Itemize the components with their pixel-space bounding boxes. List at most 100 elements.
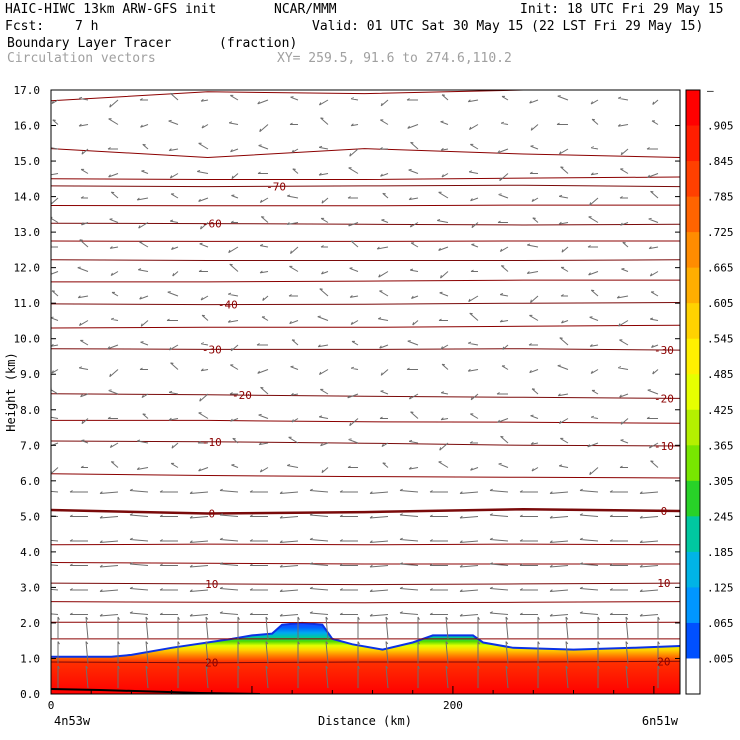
contour-label: 20: [205, 657, 218, 670]
colorbar-label: .245: [707, 510, 734, 523]
y-tick-label: 16.0: [14, 120, 41, 133]
model-name: HAIC-HIWC 13km ARW-GFS init: [5, 2, 217, 17]
forecast-label: Fcst:: [5, 19, 45, 34]
left-endpoint-label: 4n53w: [54, 714, 91, 728]
colorbar-label: .065: [707, 617, 734, 630]
contour-label: 0: [208, 507, 215, 520]
contour-lines: [51, 90, 680, 664]
temperature-contour: [51, 582, 680, 586]
colorbar-label: .905: [707, 120, 734, 133]
colorbar-swatch: [686, 516, 700, 553]
temperature-contour: [51, 302, 680, 306]
colorbar-label: .125: [707, 581, 734, 594]
theta-contour: [51, 324, 680, 329]
colorbar-swatch: [686, 622, 700, 659]
colorbar-label: .185: [707, 546, 734, 559]
field-title: Boundary Layer Tracer: [7, 36, 172, 51]
theta-contour: [51, 601, 680, 604]
colorbar-swatch: [686, 267, 700, 304]
y-tick-label: 2.0: [20, 617, 40, 630]
plot-frame: [50, 89, 681, 695]
vector-field-title: Circulation vectors: [7, 51, 156, 66]
tracer-fill: [51, 621, 680, 694]
y-tick-label: 10.0: [14, 333, 41, 346]
colorbar-label: .485: [707, 368, 734, 381]
y-tick-label: 17.0: [14, 84, 41, 97]
contour-label: -10: [654, 440, 674, 453]
y-tick-label: 4.0: [20, 546, 40, 559]
colorbar-swatch: [686, 303, 700, 340]
theta-contour: [51, 543, 680, 546]
contour-label: -10: [202, 436, 222, 449]
colorbar-label: .605: [707, 297, 734, 310]
y-tick-label: 7.0: [20, 439, 40, 452]
y-tick-label: 12.0: [14, 262, 41, 275]
contour-label: -30: [202, 343, 222, 356]
theta-contour: [51, 204, 680, 207]
theta-contour: [51, 176, 680, 180]
contour-label: 10: [657, 577, 670, 590]
colorbar-swatch: [686, 232, 700, 269]
y-tick-label: 13.0: [14, 226, 41, 239]
y-tick-label: 6.0: [20, 475, 40, 488]
colorbar-swatch: [686, 161, 700, 198]
colorbar-label: .725: [707, 226, 734, 239]
colorbar-label: .005: [707, 652, 734, 665]
colorbar-frame: [685, 89, 701, 695]
x-axis-title: Distance (km): [318, 714, 412, 728]
vector-arrows: [51, 92, 660, 689]
y-tick-label: 9.0: [20, 368, 40, 381]
contour-labels: 20 20 10 10 0 0 -10 -10 -20 -20 -30 -30 -40 -60 -70: [202, 180, 674, 670]
init-time: Init: 18 UTC Fri 29 May 15: [520, 2, 724, 17]
contour-label: -20: [232, 389, 252, 402]
circulation-vectors: [51, 92, 660, 689]
temperature-contour: [51, 393, 680, 399]
y-tick-label: 1.0: [20, 652, 40, 665]
organization: NCAR/MMM: [274, 2, 337, 17]
colorbar-swatch: [686, 90, 700, 127]
colorbar-swatch: [686, 551, 700, 588]
y-tick-label: 15.0: [14, 155, 41, 168]
colorbar-label: .845: [707, 155, 734, 168]
field-units: (fraction): [219, 36, 298, 51]
colorbar-swatch: [686, 480, 700, 517]
colorbar-swatch: [686, 374, 700, 411]
temperature-contour: [51, 507, 680, 515]
theta-contour: [51, 279, 680, 283]
colorbar-label: –: [707, 84, 714, 97]
theta-contour: [51, 473, 680, 479]
colorbar-label: .365: [707, 439, 734, 452]
y-tick-label: 14.0: [14, 191, 41, 204]
y-tick-label: 0.0: [20, 688, 40, 701]
valid-time: Valid: 01 UTC Sat 30 May 15 (22 LST Fri …: [312, 19, 704, 34]
temperature-contour: [51, 222, 680, 226]
colorbar-label: .305: [707, 475, 734, 488]
y-tick-label: 5.0: [20, 510, 40, 523]
contour-label: 20: [657, 655, 670, 668]
forecast-hour: 7 h: [75, 19, 99, 34]
x-tick-label: 0: [48, 699, 55, 712]
temperature-contour: [51, 184, 680, 188]
colorbar-label: .665: [707, 262, 734, 275]
axes: 0.0 1.0 2.0 3.0 4.0 5.0 6.0 7.0 8.0 9.0 10.0 11.0 12…: [14, 84, 680, 712]
colorbar-label: .425: [707, 404, 734, 417]
contour-label: -30: [654, 344, 674, 357]
x-tick-label: 200: [443, 699, 463, 712]
theta-contour: [51, 419, 680, 424]
colorbar-label: .545: [707, 333, 734, 346]
contour-label: 0: [661, 505, 668, 518]
right-endpoint-label: 6n51w: [642, 714, 679, 728]
y-axis-title: Height (km): [4, 352, 18, 431]
theta-contour: [51, 148, 680, 159]
theta-contour: [51, 90, 680, 102]
colorbar-swatch: [686, 445, 700, 482]
colorbar-swatch: [686, 125, 700, 162]
colorbar-swatch: [686, 658, 700, 695]
colorbar-swatch: [686, 338, 700, 375]
colorbar-swatch: [686, 409, 700, 446]
cross-section-endpoints: XY= 259.5, 91.6 to 274.6,110.2: [277, 51, 512, 66]
colorbar: – .905 .845 .785 .725 .665 .605 .545 .485 .425 .36…: [685, 84, 734, 695]
temperature-contour: [51, 259, 680, 261]
contour-label: -70: [266, 180, 286, 193]
